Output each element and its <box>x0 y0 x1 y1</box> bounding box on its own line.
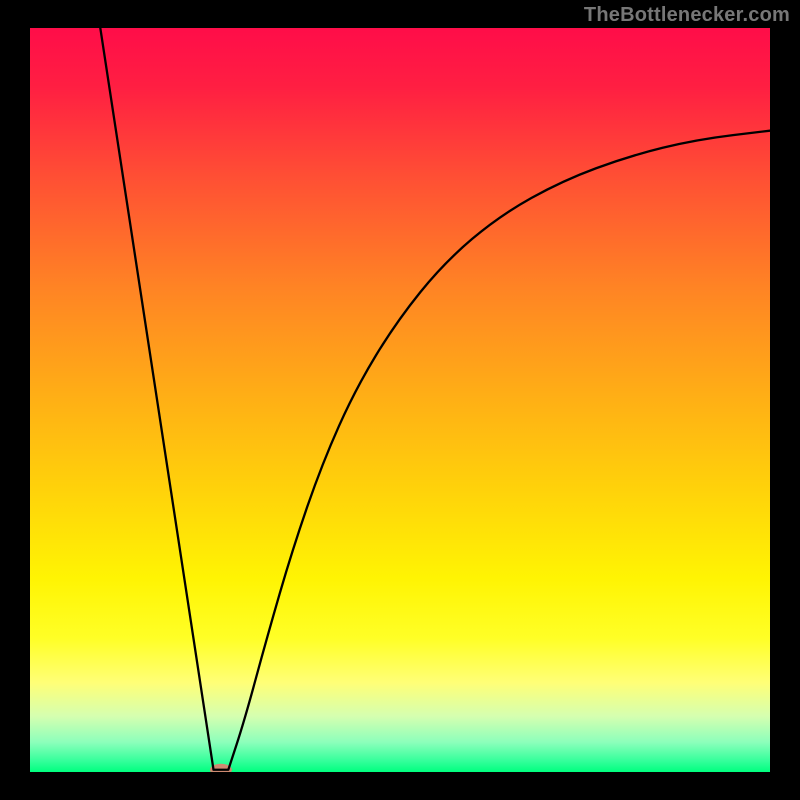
chart-background <box>30 28 770 772</box>
watermark-text: TheBottlenecker.com <box>584 4 790 27</box>
chart-frame: TheBottlenecker.com <box>0 0 800 800</box>
bottleneck-chart <box>30 28 770 772</box>
